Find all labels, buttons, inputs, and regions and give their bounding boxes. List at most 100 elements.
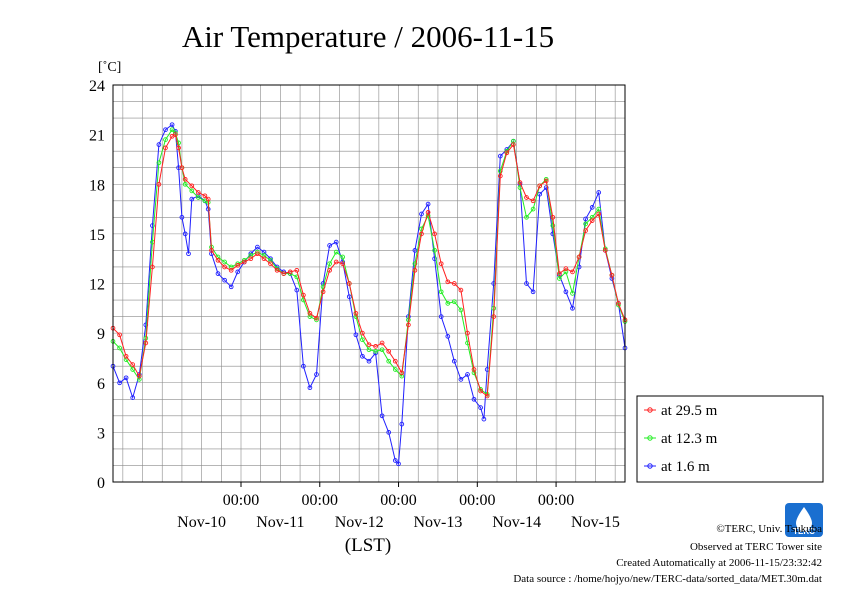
data-point bbox=[314, 315, 319, 321]
data-point bbox=[550, 223, 556, 228]
series-line bbox=[112, 133, 626, 397]
data-point bbox=[458, 307, 464, 313]
data-point bbox=[570, 291, 575, 296]
data-point bbox=[179, 214, 185, 220]
created-text: Created Automatically at 2006-11-15/23:3… bbox=[616, 557, 822, 569]
data-point bbox=[169, 127, 175, 133]
legend-marker bbox=[647, 407, 653, 413]
data-point bbox=[215, 257, 221, 263]
data-point bbox=[346, 294, 352, 300]
data-point bbox=[215, 271, 221, 276]
data-point bbox=[576, 254, 582, 260]
series-layer bbox=[110, 122, 628, 467]
data-point bbox=[451, 358, 457, 364]
data-point bbox=[195, 195, 201, 200]
data-point bbox=[123, 353, 129, 359]
data-point bbox=[616, 301, 621, 306]
data-point bbox=[301, 363, 306, 369]
data-point bbox=[301, 292, 306, 298]
x-tick-time-label: 00:00 bbox=[459, 492, 495, 509]
data-point bbox=[583, 228, 588, 233]
data-point bbox=[530, 198, 536, 204]
y-axis-unit: [˚C] bbox=[98, 60, 121, 75]
data-point bbox=[261, 256, 267, 262]
data-point bbox=[563, 289, 569, 295]
y-tick-label: 3 bbox=[97, 425, 105, 442]
terc-logo: TERC bbox=[785, 503, 823, 537]
data-point bbox=[189, 183, 195, 189]
data-point bbox=[481, 416, 487, 422]
data-point bbox=[248, 256, 254, 262]
series-2 bbox=[110, 127, 628, 397]
data-point bbox=[478, 405, 483, 410]
data-point bbox=[557, 276, 562, 281]
data-point bbox=[307, 385, 313, 391]
plot-frame bbox=[112, 84, 626, 483]
data-point bbox=[570, 305, 575, 311]
data-point bbox=[445, 301, 451, 306]
data-point bbox=[412, 248, 418, 253]
observed-text: Observed at TERC Tower site bbox=[690, 541, 822, 553]
y-tick-label: 24 bbox=[89, 78, 105, 95]
x-tick-time-label: 00:00 bbox=[380, 492, 416, 509]
legend: at 29.5 m at 12.3 m at 1.6 m bbox=[636, 395, 824, 483]
data-point bbox=[412, 261, 418, 267]
data-point bbox=[543, 185, 549, 190]
data-point bbox=[150, 264, 155, 270]
data-point bbox=[163, 137, 168, 142]
series-3 bbox=[110, 122, 628, 467]
data-point bbox=[530, 289, 536, 295]
chart-title: Air Temperature / 2006-11-15 bbox=[182, 19, 554, 54]
data-point bbox=[530, 206, 536, 212]
data-point bbox=[333, 239, 339, 245]
legend-label: at 1.6 m bbox=[661, 459, 710, 475]
data-point bbox=[589, 218, 595, 223]
data-point bbox=[543, 178, 549, 184]
data-point bbox=[373, 348, 378, 354]
x-tick-date-label: Nov-13 bbox=[413, 514, 462, 531]
data-point bbox=[379, 413, 385, 419]
data-point bbox=[333, 259, 339, 265]
data-point bbox=[392, 358, 398, 364]
data-point bbox=[228, 284, 234, 290]
data-point bbox=[156, 181, 162, 187]
data-point bbox=[609, 272, 615, 278]
data-point bbox=[451, 281, 457, 286]
data-point bbox=[511, 142, 516, 147]
data-point bbox=[425, 210, 431, 215]
x-axis-label: (LST) bbox=[345, 535, 391, 556]
data-point bbox=[176, 140, 181, 146]
data-point bbox=[176, 145, 181, 151]
data-point bbox=[360, 330, 365, 336]
data-point bbox=[202, 193, 208, 199]
legend-marker bbox=[647, 463, 653, 469]
data-point bbox=[274, 267, 280, 273]
data-point bbox=[261, 253, 267, 258]
data-point bbox=[117, 380, 122, 386]
series-line bbox=[112, 123, 626, 465]
data-point bbox=[465, 372, 470, 377]
data-point bbox=[130, 367, 136, 372]
data-point bbox=[438, 261, 444, 267]
x-tick-date-label: Nov-12 bbox=[335, 514, 384, 531]
data-point bbox=[412, 267, 418, 273]
data-point bbox=[419, 211, 424, 217]
data-point bbox=[550, 214, 556, 220]
data-point bbox=[222, 259, 227, 265]
data-point bbox=[379, 347, 385, 353]
data-point bbox=[346, 281, 352, 286]
water-drop-icon bbox=[796, 507, 812, 531]
data-point bbox=[484, 393, 490, 399]
data-point bbox=[117, 345, 122, 351]
data-point bbox=[583, 216, 588, 222]
data-point bbox=[524, 214, 529, 220]
data-point bbox=[366, 347, 372, 353]
data-point bbox=[360, 353, 365, 359]
y-tick-label: 21 bbox=[89, 128, 105, 145]
data-point bbox=[570, 269, 575, 275]
data-point bbox=[123, 375, 129, 381]
data-point bbox=[517, 180, 523, 185]
data-point bbox=[117, 332, 122, 338]
data-point bbox=[373, 344, 378, 349]
